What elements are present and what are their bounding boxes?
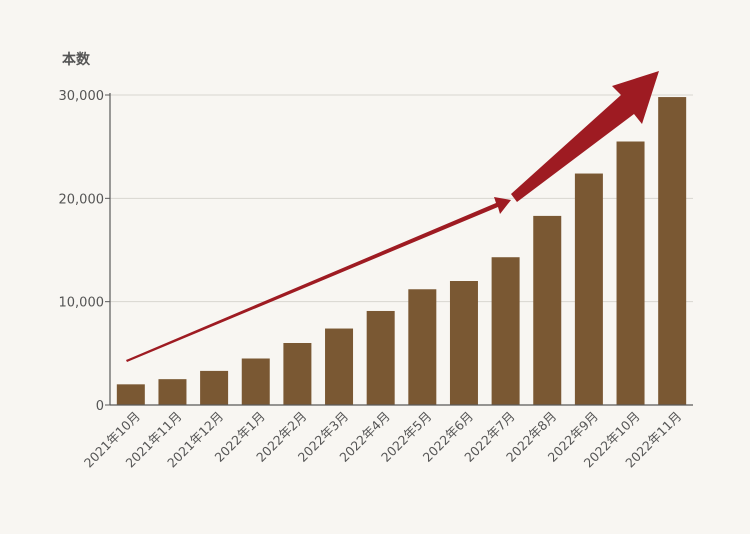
y-tick-labels: 0 10,000 20,000 30,000	[59, 89, 105, 414]
bar	[533, 215, 562, 405]
bar	[366, 310, 395, 405]
bar	[616, 141, 645, 405]
bar	[116, 384, 145, 405]
bar	[158, 379, 187, 405]
trend-arrow-thick-part	[511, 71, 659, 202]
x-tick-labels: 2021年10月2021年11月2021年12月2022年1月2022年2月20…	[81, 409, 684, 471]
bar	[491, 257, 520, 405]
y-tick-label: 30,000	[59, 89, 105, 104]
axes	[109, 93, 693, 406]
bar	[658, 97, 687, 406]
trend-arrow	[126, 71, 659, 362]
trend-arrow-thin-part	[126, 197, 511, 362]
y-tick-label: 10,000	[59, 296, 105, 311]
y-tick-label: 0	[96, 399, 104, 414]
bar	[408, 289, 437, 405]
bar	[325, 328, 354, 405]
bar	[241, 358, 270, 405]
bar	[283, 343, 312, 405]
bar	[200, 370, 229, 405]
y-axis-label: 本数	[62, 51, 91, 68]
gridlines	[105, 94, 693, 406]
bar	[574, 173, 603, 405]
bars	[116, 97, 687, 406]
y-tick-label: 20,000	[59, 192, 105, 207]
bar	[449, 281, 478, 405]
